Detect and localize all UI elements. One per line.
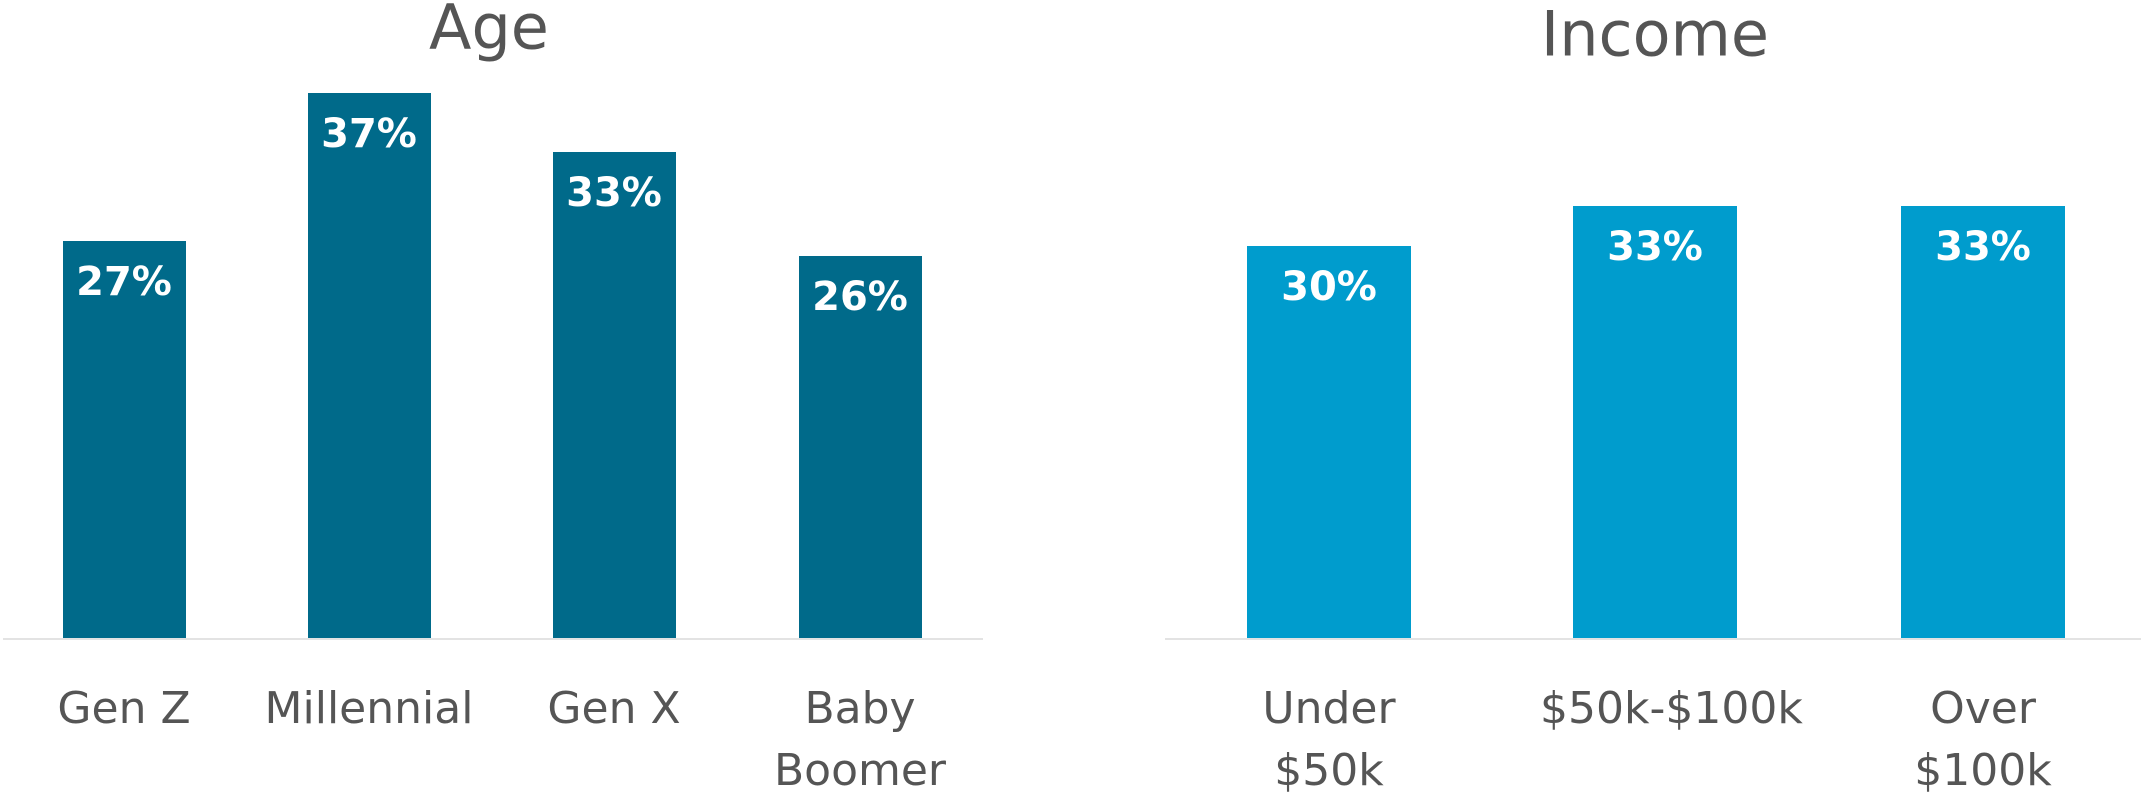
- value-label: 33%: [566, 170, 662, 217]
- value-label: 30%: [1281, 263, 1377, 310]
- bar: [62, 240, 186, 639]
- x-tick-label: Gen X: [547, 683, 681, 734]
- value-label: 33%: [1935, 224, 2031, 271]
- bar: [798, 255, 922, 639]
- x-tick-label: Under $50k: [1262, 683, 1396, 796]
- bar: [552, 152, 676, 639]
- axis-line: [1165, 638, 2141, 640]
- axis-line: [3, 638, 983, 640]
- x-tick-label: Millennial: [264, 683, 474, 734]
- value-label: 37%: [321, 111, 417, 158]
- bar: [1573, 206, 1737, 639]
- value-label: 27%: [76, 258, 172, 305]
- chart-title: Age: [429, 0, 549, 64]
- bar: [307, 93, 431, 639]
- chart-title: Income: [1540, 0, 1770, 71]
- bar: [1247, 245, 1411, 639]
- x-tick-label: Over $100k: [1914, 683, 2052, 796]
- value-label: 26%: [812, 273, 908, 320]
- bar: [1901, 206, 2065, 639]
- x-tick-label: $50k-$100k: [1540, 683, 1803, 734]
- x-tick-label: Gen Z: [57, 683, 191, 734]
- value-label: 33%: [1607, 224, 1703, 271]
- x-tick-label: Baby Boomer: [773, 683, 947, 796]
